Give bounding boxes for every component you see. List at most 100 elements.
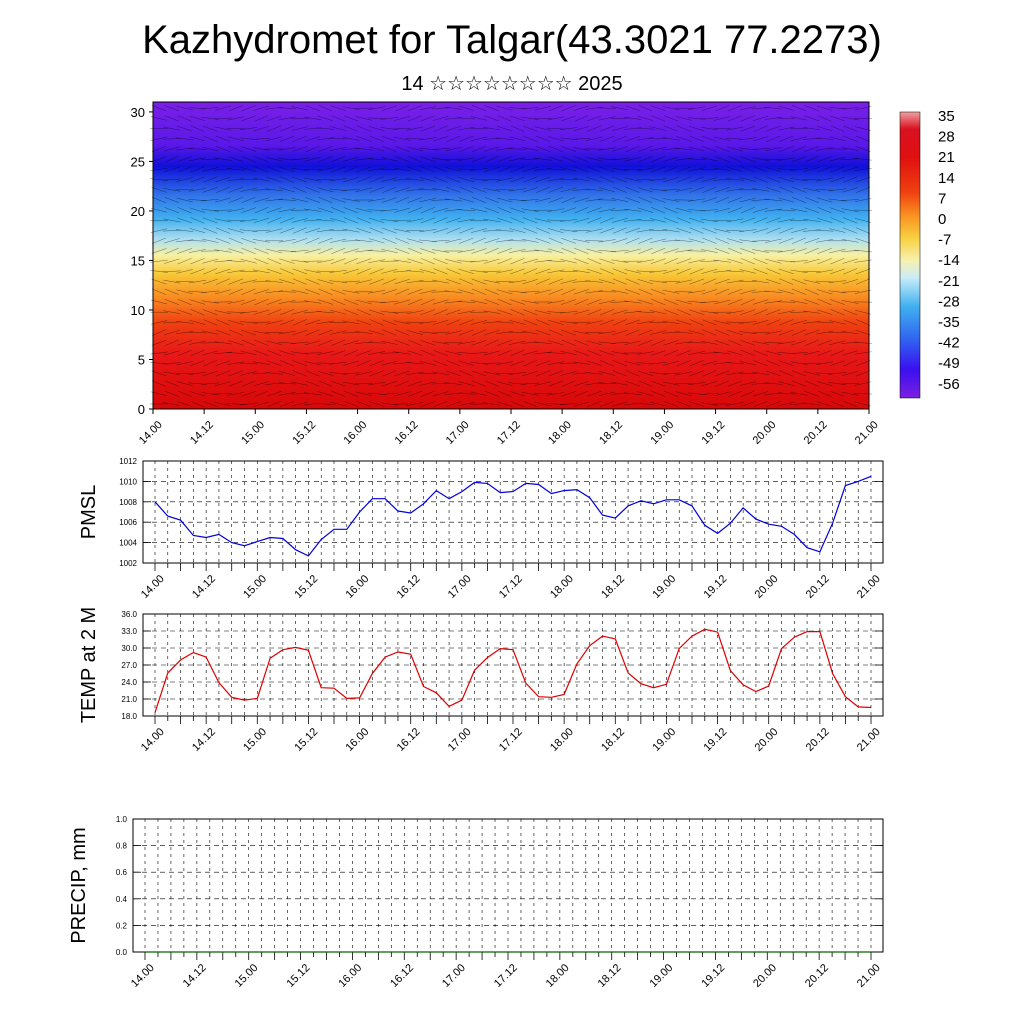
- wind-barb: [663, 360, 679, 366]
- wind-barb: [215, 329, 231, 336]
- wind-barb: [202, 167, 219, 172]
- wind-barb: [201, 382, 220, 385]
- wind-barb: [253, 289, 270, 295]
- wind-barb: [778, 237, 794, 244]
- wind-barb: [292, 278, 307, 285]
- wind-barb: [214, 401, 232, 407]
- wind-barb: [764, 198, 783, 202]
- wind-barb: [510, 400, 525, 408]
- wind-barb: [393, 311, 412, 313]
- wind-barb: [382, 145, 397, 153]
- wind-barb: [701, 268, 718, 274]
- wind-barb: [497, 115, 512, 122]
- wind-barb: [279, 135, 295, 142]
- wind-barb: [356, 227, 372, 234]
- wind-barb: [162, 362, 181, 364]
- wind-barb: [561, 339, 576, 346]
- wind-barb: [546, 403, 565, 405]
- wind-barb: [714, 248, 730, 254]
- wind-barb: [663, 390, 679, 397]
- wind-barb: [713, 320, 731, 325]
- wind-barb: [433, 166, 448, 173]
- wind-barb: [778, 105, 795, 111]
- wind-barb: [638, 248, 653, 254]
- y-axis-label: TEMP at 2 M: [78, 607, 100, 723]
- colorbar-label: 21: [938, 149, 955, 166]
- wind-barb: [700, 301, 719, 303]
- wind-barb: [484, 299, 500, 305]
- wind-barb: [330, 218, 347, 223]
- wind-barb: [662, 228, 680, 233]
- wind-barb: [382, 329, 397, 336]
- wind-barb: [637, 187, 654, 193]
- wind-barb: [368, 309, 385, 315]
- wind-barb: [395, 288, 410, 295]
- wind-barb: [829, 299, 845, 305]
- wind-barb: [560, 187, 577, 193]
- wind-barb: [598, 199, 616, 201]
- wind-barb: [433, 217, 448, 224]
- wind-barb: [406, 270, 424, 273]
- wind-barb: [777, 209, 796, 211]
- wind-barb: [688, 217, 705, 224]
- wind-barb: [266, 228, 283, 233]
- wind-barb: [267, 349, 282, 357]
- wind-barb: [177, 298, 192, 306]
- wind-barb: [702, 237, 717, 244]
- wind-barb: [572, 147, 590, 151]
- wind-barb: [625, 370, 640, 377]
- wind-barb: [547, 300, 565, 304]
- wind-barb: [585, 320, 603, 325]
- wind-barb: [203, 268, 218, 275]
- wind-barb: [484, 105, 499, 112]
- wind-barb: [509, 157, 526, 162]
- wind-barb: [368, 381, 386, 386]
- wind-barb: [509, 228, 526, 233]
- wind-barb: [471, 196, 487, 204]
- wind-barb: [432, 157, 450, 161]
- wind-barb: [177, 339, 193, 346]
- wind-barb: [497, 166, 512, 173]
- wind-barb: [779, 227, 794, 234]
- wind-barb: [510, 258, 525, 265]
- wind-barb: [559, 402, 578, 406]
- wind-barb: [599, 166, 615, 173]
- wind-barb: [457, 126, 475, 131]
- wind-barb: [446, 176, 461, 183]
- wind-barb: [778, 289, 795, 295]
- wind-barb: [752, 319, 769, 325]
- wind-barb: [266, 176, 282, 183]
- x-tick-label: 15.12: [284, 962, 312, 990]
- wind-barb: [561, 299, 577, 305]
- wind-barb: [394, 391, 411, 397]
- wind-barb: [636, 137, 654, 141]
- wind-barb: [215, 176, 231, 183]
- wind-barb: [471, 186, 487, 193]
- wind-barb: [214, 341, 232, 345]
- wind-barb: [753, 360, 768, 367]
- wind-barb: [420, 390, 435, 397]
- wind-barb: [714, 207, 731, 213]
- wind-barb: [163, 402, 181, 406]
- wind-barb: [702, 186, 717, 193]
- wind-barb: [791, 237, 807, 244]
- wind-barb: [740, 166, 755, 173]
- wind-barb: [395, 105, 410, 112]
- wind-barb: [215, 237, 231, 244]
- wind-barb: [393, 136, 411, 141]
- wind-barb: [752, 207, 769, 213]
- wind-barb: [342, 188, 360, 191]
- wind-barb: [368, 146, 385, 152]
- wind-barb: [521, 392, 539, 396]
- wind-barb: [190, 125, 205, 132]
- x-tick-label: 14.00: [129, 962, 157, 990]
- wind-barb: [290, 158, 309, 161]
- wind-barb: [674, 383, 693, 385]
- wind-barb: [202, 258, 219, 264]
- wind-barb: [433, 309, 448, 316]
- wind-barb: [663, 217, 679, 224]
- wind-barb: [394, 207, 411, 213]
- wind-barb: [419, 360, 436, 366]
- wind-barb: [687, 158, 706, 160]
